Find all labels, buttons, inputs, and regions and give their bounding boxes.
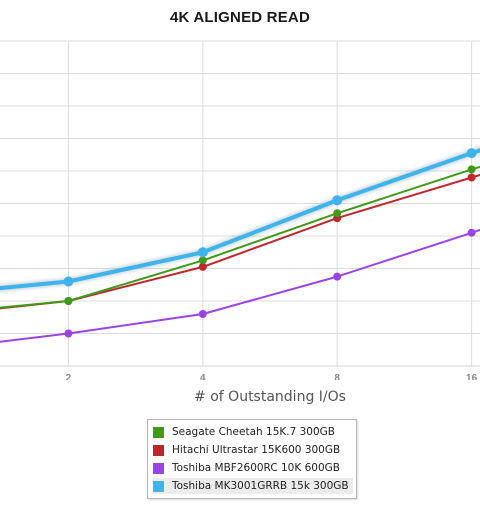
legend-swatch <box>153 444 164 456</box>
series-2 <box>0 173 480 310</box>
data-point <box>64 329 73 338</box>
series-1 <box>0 165 480 309</box>
data-point <box>64 297 73 305</box>
series-line <box>0 173 480 310</box>
legend: Seagate Cheetah 15K.7 300GB Hitachi Ultr… <box>147 419 357 499</box>
data-point <box>333 209 342 218</box>
series-line <box>0 165 480 309</box>
data-point <box>198 310 207 318</box>
legend-item-seagate[interactable]: Seagate Cheetah 15K.7 300GB <box>153 424 353 440</box>
legend-label: Seagate Cheetah 15K.7 300GB <box>172 426 336 438</box>
legend-label: Hitachi Ultrastar 15K600 300GB <box>172 444 341 456</box>
x-tick-label: 8 <box>334 373 340 380</box>
data-point <box>63 276 74 287</box>
data-point <box>466 148 477 159</box>
legend-item-toshiba-mk[interactable]: Toshiba MK3001GRRB 15k 300GB <box>153 478 353 494</box>
chart-title: 4K ALIGNED READ <box>170 9 310 26</box>
data-point <box>198 262 207 271</box>
x-tick-label: 2 <box>66 373 72 380</box>
series-3 <box>0 228 480 343</box>
data-point <box>198 256 207 265</box>
line-chart: 2 4 8 16 <box>0 40 480 380</box>
data-point <box>197 247 208 258</box>
legend-swatch <box>153 462 164 474</box>
series-4 <box>0 146 480 292</box>
x-axis-ticks: 2 4 8 16 <box>66 373 478 380</box>
data-point <box>467 165 476 174</box>
legend-swatch <box>153 480 164 492</box>
data-point <box>467 228 476 237</box>
x-tick-label: 4 <box>200 373 206 380</box>
series-line-glow <box>0 146 480 292</box>
grid <box>0 40 480 367</box>
legend-item-toshiba-mbf[interactable]: Toshiba MBF2600RC 10K 600GB <box>153 460 353 476</box>
legend-swatch <box>153 426 164 438</box>
data-point <box>332 195 343 206</box>
series-line <box>0 148 480 291</box>
data-point <box>467 173 476 182</box>
data-point <box>333 272 342 281</box>
x-axis-label: # of Outstanding I/Os <box>194 389 346 405</box>
series-line <box>0 228 480 343</box>
legend-item-hitachi[interactable]: Hitachi Ultrastar 15K600 300GB <box>153 442 353 458</box>
legend-label: Toshiba MK3001GRRB 15k 300GB <box>172 480 349 492</box>
x-tick-label: 16 <box>466 373 478 380</box>
series-layer <box>0 146 480 343</box>
legend-label: Toshiba MBF2600RC 10K 600GB <box>172 462 340 474</box>
